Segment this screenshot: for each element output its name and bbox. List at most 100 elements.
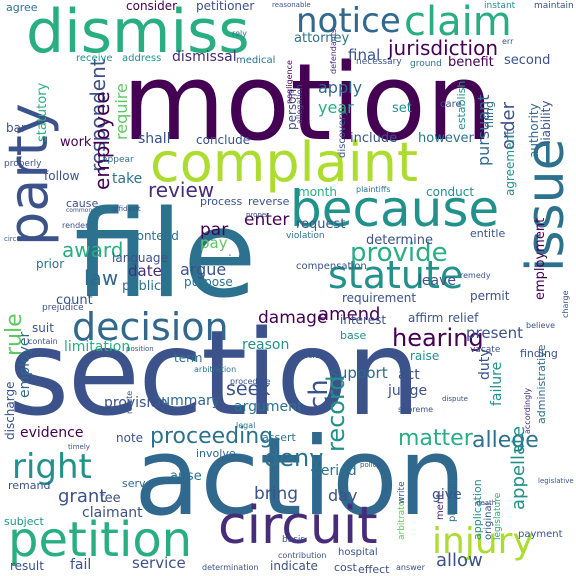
word-note: note	[116, 431, 144, 445]
word-language: language	[112, 251, 168, 265]
word-remand: remand	[8, 479, 51, 492]
word-allege: allege	[472, 428, 539, 453]
word-filing: filing	[483, 101, 496, 128]
word-charge: charge	[561, 290, 570, 318]
word-review: review	[148, 178, 215, 202]
word-employment: employment	[533, 217, 548, 300]
word-hospital: hospital	[338, 547, 378, 558]
word-address: address	[122, 53, 162, 64]
word-reverse: reverse	[248, 195, 290, 208]
word-basis: basis	[282, 535, 306, 545]
word-negligence: negligence	[285, 60, 294, 104]
word-prior: prior	[36, 257, 65, 271]
word-work: work	[60, 135, 92, 150]
word-present: present	[466, 324, 524, 342]
word-injury: injury	[432, 521, 534, 562]
word-right: right	[12, 447, 92, 487]
word-day: day	[328, 486, 358, 505]
word-however: however	[418, 131, 474, 146]
word-consider: consider	[126, 0, 178, 13]
word-effect: effect	[358, 563, 390, 576]
word-serve: serve	[122, 477, 153, 490]
word-assert: assert	[262, 431, 296, 444]
word-attorney: attorney	[294, 31, 350, 46]
word-involve: involve	[196, 447, 236, 460]
word-medical: medical	[236, 55, 276, 66]
word-policy: policy	[360, 461, 381, 469]
word-contend: contend	[130, 229, 179, 243]
word-act: act	[398, 367, 420, 383]
word-require: require	[112, 83, 131, 140]
word-finding: finding	[520, 347, 558, 360]
word-dismiss: dismiss	[26, 0, 250, 67]
word-render: render	[62, 221, 89, 230]
word-maintain: maintain	[534, 1, 574, 11]
word-final: final	[348, 46, 381, 64]
word-year: year	[318, 98, 354, 117]
word-action: action	[134, 415, 467, 540]
word-arise: arise	[170, 469, 202, 484]
word-common: common	[66, 207, 93, 214]
word-judge: judge	[388, 383, 428, 399]
word-ch: ch	[304, 379, 334, 410]
word-interest: interest	[340, 313, 387, 327]
word-limitation: limitation	[64, 339, 131, 355]
word-matter: matter	[398, 426, 473, 451]
word-date: date	[128, 262, 162, 280]
word-receive: receive	[76, 53, 113, 64]
word-raise: raise	[410, 349, 440, 363]
word-instant: instant	[484, 1, 516, 11]
word-liability: liability	[539, 100, 553, 144]
word-period: period	[312, 463, 357, 479]
word-timely: timely	[68, 443, 90, 451]
word-appellate: appellate	[508, 425, 529, 510]
word-write: write	[397, 481, 407, 504]
word-accordingly: accordingly	[523, 387, 532, 434]
word-cost: cost	[334, 561, 357, 574]
word-bring: bring	[254, 484, 299, 504]
word-indicate: indicate	[270, 559, 318, 573]
word-compensation: compensation	[296, 261, 367, 272]
word-rely: rely	[232, 29, 247, 38]
word-err: err	[502, 37, 514, 46]
word-dismissal: dismissal	[172, 49, 237, 65]
word-deny: deny	[264, 444, 324, 472]
word-exist: exist	[214, 253, 243, 267]
word-service: service	[132, 554, 186, 572]
word-evidence: evidence	[20, 425, 84, 441]
word-law: law	[84, 266, 119, 290]
word-position: position	[126, 345, 154, 353]
word-process: process	[200, 195, 243, 208]
word-reason: reason	[242, 337, 290, 353]
word-request: request	[296, 217, 346, 232]
word-leave: leave	[418, 273, 456, 289]
word-pay: pay	[200, 234, 228, 252]
word-necessary: necessary	[356, 57, 402, 67]
word-take: take	[112, 171, 143, 187]
word-allow: allow	[436, 550, 483, 571]
word-payment: payment	[518, 529, 563, 540]
word-agree: agree	[6, 1, 38, 14]
word-procedure: procedure	[230, 377, 271, 386]
word-affirm: affirm	[408, 311, 444, 325]
word-grant: grant	[58, 486, 107, 507]
word-par: par	[200, 220, 229, 240]
word-application: application	[471, 479, 484, 540]
word-legal: legal	[236, 421, 256, 430]
word-fail: fail	[70, 557, 92, 573]
word-circuit: circuit	[218, 496, 378, 556]
word-argument: argument	[234, 399, 303, 415]
word-argue: argue	[180, 260, 227, 279]
word-decide: decide	[298, 351, 325, 360]
word-statute: statute	[328, 253, 464, 297]
word-care: care	[440, 99, 462, 110]
word-determine: determine	[366, 233, 433, 248]
word-amend: amend	[318, 304, 381, 325]
word-subject: subject	[4, 515, 44, 528]
word-follow: follow	[44, 169, 80, 183]
word-notice: notice	[296, 1, 401, 41]
word-complaint: complaint	[150, 131, 419, 194]
word-set: set	[392, 101, 412, 116]
word-because: because	[290, 180, 500, 238]
